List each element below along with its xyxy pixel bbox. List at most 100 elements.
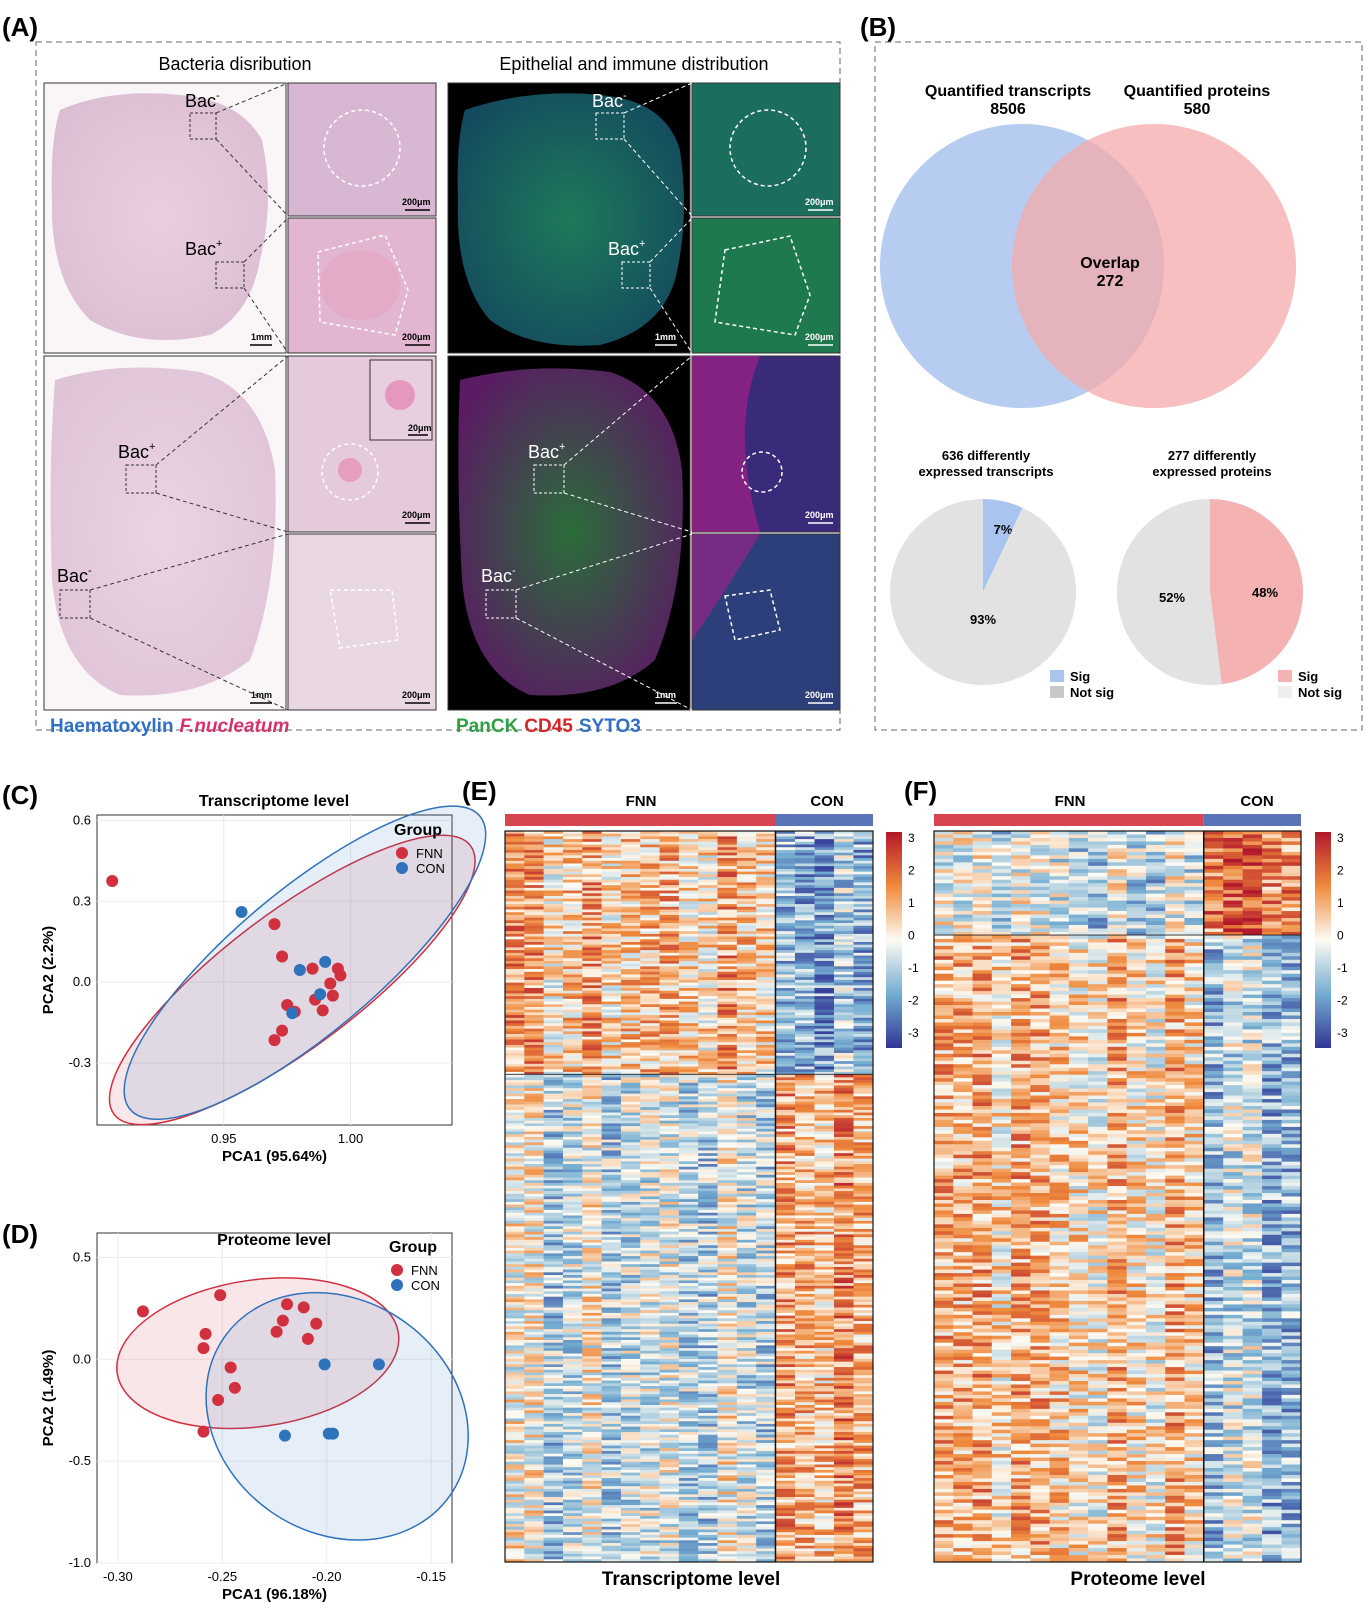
- venn-right-title: Quantified proteins: [1124, 83, 1271, 100]
- heatmap-cell: [756, 1034, 776, 1038]
- heatmap-cell: [543, 1459, 564, 1463]
- heatmap-cell: [717, 904, 738, 908]
- heatmap-cell: [640, 1507, 660, 1511]
- heatmap-cell: [659, 879, 680, 883]
- heatmap-cell: [601, 1302, 622, 1306]
- heatmap-cell: [678, 1456, 699, 1460]
- heatmap-cell: [736, 1201, 757, 1205]
- heatmap-cell: [833, 1150, 854, 1154]
- heatmap-cell: [853, 1407, 874, 1411]
- heatmap-cell: [620, 1107, 641, 1111]
- heatmap-cell: [601, 950, 622, 954]
- heatmap-cell: [717, 1174, 738, 1178]
- heatmap-cell: [640, 1039, 660, 1043]
- heatmap-cell: [562, 1210, 583, 1214]
- heatmap-cell: [659, 1383, 680, 1387]
- panel-b: (B) Quantified transcripts 8506 Quantifi…: [860, 12, 1363, 731]
- heatmap-cell: [582, 996, 602, 1000]
- heatmap-cell: [698, 1042, 718, 1046]
- heatmap-cell: [543, 1310, 564, 1314]
- heatmap-cell: [698, 1044, 718, 1048]
- heatmap-cell: [582, 847, 602, 851]
- heatmap-cell: [833, 1063, 854, 1067]
- heatmap-cell: [640, 1483, 660, 1487]
- heatmap-cell: [833, 909, 854, 913]
- heatmap-cell: [833, 979, 854, 983]
- heatmap-cell: [756, 1077, 776, 1081]
- heatmap-cell: [678, 1142, 699, 1146]
- heatmap-cell: [601, 1218, 622, 1222]
- heatmap-cell: [582, 931, 602, 935]
- heatmap-cell: [524, 925, 544, 929]
- heatmap-cell: [717, 1164, 738, 1168]
- heatmap-cell: [756, 901, 776, 905]
- heatmap-cell: [562, 1296, 583, 1300]
- heatmap-cell: [736, 1055, 757, 1059]
- heatmap-cell: [620, 912, 641, 916]
- data-point-con: [372, 1358, 385, 1371]
- heatmap-cell: [562, 1515, 583, 1519]
- heatmap-cell: [678, 942, 699, 946]
- heatmap-cell: [582, 1467, 602, 1471]
- heatmap-cell: [601, 1191, 622, 1195]
- heatmap-cell: [853, 906, 874, 910]
- heatmap-cell: [659, 1069, 680, 1073]
- heatmap-cell: [524, 1275, 544, 1279]
- heatmap-cell: [794, 1445, 815, 1449]
- heatmap-cell: [698, 885, 718, 889]
- heatmap-cell: [543, 1456, 564, 1460]
- heatmap-cell: [543, 1383, 564, 1387]
- heatmap-cell: [736, 1123, 757, 1127]
- heatmap-cell: [775, 909, 796, 913]
- heatmap-cell: [620, 1407, 641, 1411]
- heatmap-cell: [736, 1383, 757, 1387]
- heatmap-cell: [756, 1339, 776, 1343]
- heatmap-cell: [775, 1269, 796, 1273]
- heatmap-cell: [775, 1188, 796, 1192]
- heatmap-cell: [543, 1058, 564, 1062]
- heatmap-cell: [794, 1440, 815, 1444]
- heatmap-cell: [717, 1180, 738, 1184]
- heatmap-cell: [543, 1101, 564, 1105]
- heatmap-cell: [698, 1231, 718, 1235]
- heatmap-cell: [756, 944, 776, 948]
- heatmap-cell: [736, 993, 757, 997]
- heatmap-cell: [620, 1044, 641, 1048]
- heatmap-cell: [640, 1396, 660, 1400]
- heatmap-cell: [698, 1380, 718, 1384]
- heatmap-cell: [794, 1266, 815, 1270]
- heatmap-cell: [543, 1191, 564, 1195]
- heatmap-cell: [562, 1128, 583, 1132]
- heatmap-cell: [601, 1025, 622, 1029]
- heatmap-cell: [562, 960, 583, 964]
- heatmap-cell: [814, 1407, 835, 1411]
- heatmap-cell: [814, 833, 835, 837]
- heatmap-cell: [794, 1069, 815, 1073]
- heatmap-cell: [562, 1009, 583, 1013]
- heatmap-cell: [698, 860, 718, 864]
- heatmap-cell: [698, 833, 718, 837]
- heatmap-cell: [853, 1215, 874, 1219]
- heatmap-cell: [505, 1158, 525, 1162]
- heatmap-cell: [620, 931, 641, 935]
- heatmap-cell: [833, 879, 854, 883]
- heatmap-cell: [717, 1502, 738, 1506]
- heatmap-cell: [756, 852, 776, 856]
- heatmap-cell: [736, 1099, 757, 1103]
- heatmap-cell: [833, 852, 854, 856]
- heatmap-cell: [833, 1440, 854, 1444]
- data-point-fnn: [276, 950, 289, 963]
- heatmap-cell: [620, 898, 641, 902]
- heatmap-cell: [736, 996, 757, 1000]
- heatmap-cell: [717, 1283, 738, 1287]
- heatmap-cell: [756, 1334, 776, 1338]
- heatmap-cell: [853, 1061, 874, 1065]
- heatmap-cell: [833, 950, 854, 954]
- heatmap-cell: [582, 890, 602, 894]
- heatmap-cell: [659, 890, 680, 894]
- heatmap-cell: [698, 1047, 718, 1051]
- heatmap-cell: [833, 833, 854, 837]
- heatmap-cell: [601, 887, 622, 891]
- heatmap-cell: [756, 1402, 776, 1406]
- heatmap-cell: [698, 831, 718, 835]
